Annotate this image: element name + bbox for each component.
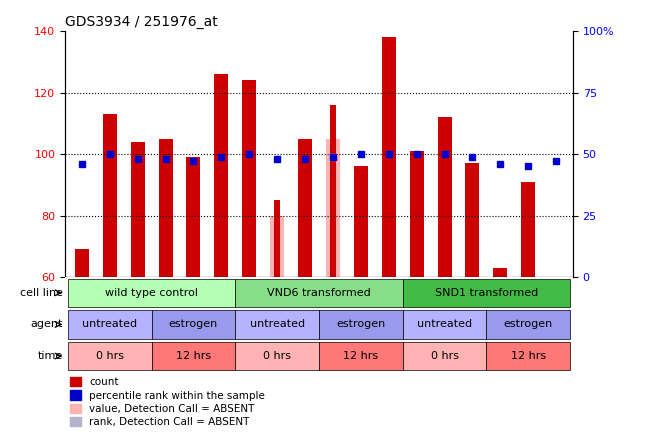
FancyBboxPatch shape xyxy=(486,310,570,339)
Bar xyxy=(270,215,284,277)
Bar xyxy=(298,139,312,277)
FancyBboxPatch shape xyxy=(68,278,235,307)
FancyBboxPatch shape xyxy=(486,342,570,370)
Text: 12 hrs: 12 hrs xyxy=(343,351,378,361)
FancyBboxPatch shape xyxy=(235,278,403,307)
FancyBboxPatch shape xyxy=(319,342,403,370)
Text: 12 hrs: 12 hrs xyxy=(510,351,546,361)
Text: untreated: untreated xyxy=(249,319,305,329)
Text: time: time xyxy=(38,351,63,361)
FancyBboxPatch shape xyxy=(319,310,403,339)
FancyBboxPatch shape xyxy=(152,342,235,370)
Text: estrogen: estrogen xyxy=(169,319,218,329)
FancyBboxPatch shape xyxy=(152,310,235,339)
Bar xyxy=(103,114,117,277)
Text: 0 hrs: 0 hrs xyxy=(96,351,124,361)
Bar xyxy=(75,250,89,277)
Bar xyxy=(159,139,173,277)
Text: VND6 transformed: VND6 transformed xyxy=(267,288,371,298)
Bar xyxy=(409,151,424,277)
Bar xyxy=(330,105,336,277)
Legend: count, percentile rank within the sample, value, Detection Call = ABSENT, rank, : count, percentile rank within the sample… xyxy=(70,377,265,428)
Text: untreated: untreated xyxy=(417,319,472,329)
Text: estrogen: estrogen xyxy=(504,319,553,329)
Text: 0 hrs: 0 hrs xyxy=(430,351,458,361)
Text: agent: agent xyxy=(31,319,63,329)
Bar xyxy=(186,157,201,277)
Text: estrogen: estrogen xyxy=(336,319,385,329)
FancyBboxPatch shape xyxy=(68,342,152,370)
FancyBboxPatch shape xyxy=(403,278,570,307)
Bar xyxy=(326,139,340,277)
Bar xyxy=(274,200,280,277)
FancyBboxPatch shape xyxy=(235,310,319,339)
Bar xyxy=(242,80,256,277)
Text: GDS3934 / 251976_at: GDS3934 / 251976_at xyxy=(65,15,218,29)
Bar xyxy=(437,117,452,277)
Text: 12 hrs: 12 hrs xyxy=(176,351,211,361)
Bar xyxy=(131,142,145,277)
Bar xyxy=(493,268,507,277)
Bar xyxy=(521,182,535,277)
Bar xyxy=(354,166,368,277)
Bar xyxy=(465,163,479,277)
FancyBboxPatch shape xyxy=(403,342,486,370)
Text: SND1 transformed: SND1 transformed xyxy=(435,288,538,298)
FancyBboxPatch shape xyxy=(68,310,152,339)
Text: wild type control: wild type control xyxy=(105,288,198,298)
Bar xyxy=(214,74,229,277)
FancyBboxPatch shape xyxy=(235,342,319,370)
Text: 0 hrs: 0 hrs xyxy=(263,351,291,361)
FancyBboxPatch shape xyxy=(403,310,486,339)
Text: cell line: cell line xyxy=(20,288,63,298)
Text: untreated: untreated xyxy=(82,319,137,329)
Bar xyxy=(381,37,396,277)
